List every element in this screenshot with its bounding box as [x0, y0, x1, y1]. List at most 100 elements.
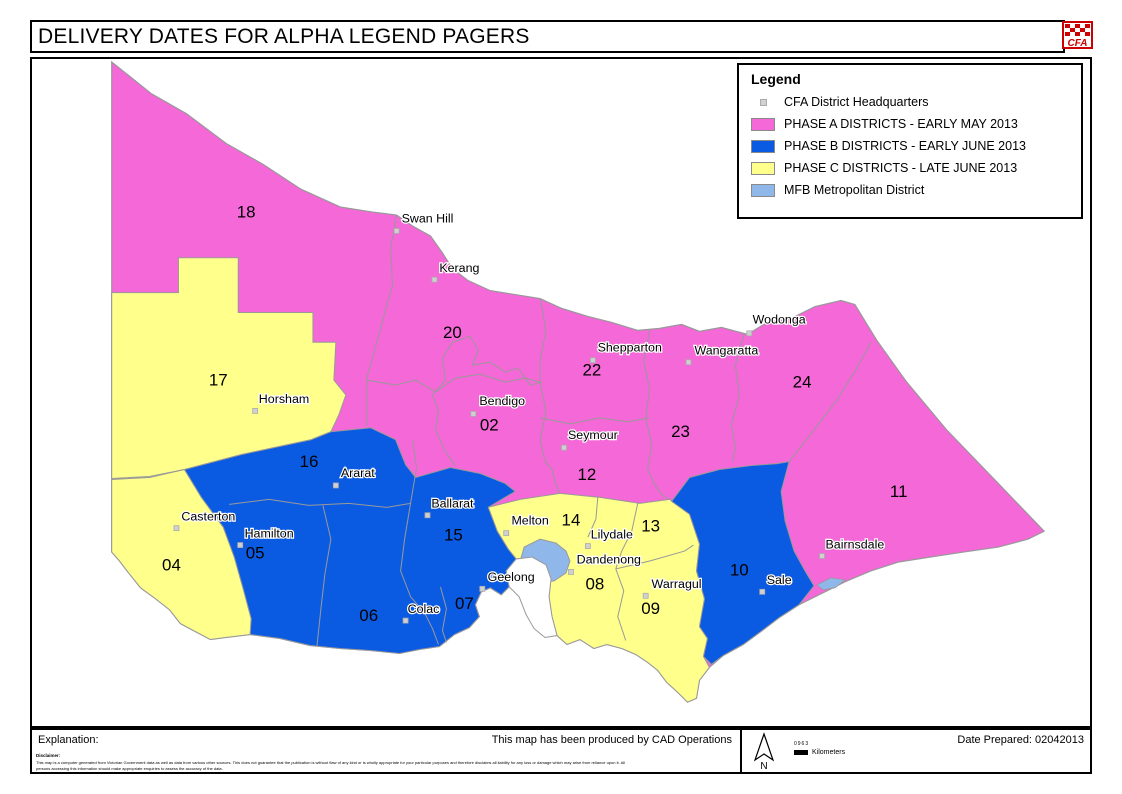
town-label-dandenong: Dandenong — [577, 552, 641, 566]
legend-items: CFA District Headquarters PHASE A DISTRIC… — [751, 91, 1071, 201]
north-arrow-icon: N — [753, 732, 775, 772]
border-17-04 — [111, 469, 185, 479]
western-blue-region — [183, 427, 517, 654]
hq-dot-hamilton — [237, 542, 244, 548]
legend-item-label: CFA District Headquarters — [784, 95, 929, 109]
town-label-swan-hill: Swan Hill — [402, 211, 454, 225]
district-number-20: 20 — [443, 323, 462, 342]
town-label-hamilton: Hamilton — [245, 526, 294, 540]
footer-bar: Explanation: This map has been produced … — [30, 728, 1092, 774]
town-label-casterton: Casterton — [181, 510, 235, 524]
town-label-bairnsdale: Bairnsdale — [826, 537, 885, 551]
explanation-label: Explanation: — [38, 734, 99, 746]
hq-dot-ararat — [332, 482, 339, 489]
town-label-horsham: Horsham — [259, 392, 309, 406]
district-number-18: 18 — [237, 203, 256, 222]
legend-item: PHASE C DISTRICTS - LATE JUNE 2013 — [751, 157, 1071, 179]
hq-dot-shepparton — [589, 357, 596, 364]
border-13-08 — [615, 503, 639, 570]
border-22-23 — [643, 330, 651, 418]
town-label-ararat: Ararat — [341, 466, 375, 480]
legend-hq-dot-icon — [760, 98, 767, 106]
hq-dot-colac — [402, 617, 409, 624]
border-16-15 — [410, 439, 418, 504]
page-title: DELIVERY DATES FOR ALPHA LEGEND PAGERS — [38, 24, 530, 48]
gippsland-lakes — [816, 577, 846, 591]
border-02-outline — [431, 335, 543, 466]
border-05-06 — [316, 505, 332, 647]
hq-dot-geelong — [479, 585, 486, 592]
district-number-09: 09 — [641, 599, 660, 618]
border-13-09 — [615, 544, 694, 570]
legend-swatch-icon — [751, 139, 775, 153]
legend-item: CFA District Headquarters — [751, 91, 1071, 113]
town-label-kerang: Kerang — [439, 261, 479, 275]
town-label-melton: Melton — [511, 514, 548, 528]
victoria-district-map: Swan Hill Kerang Wodonga Shepparton Wangarat… — [111, 60, 1046, 703]
district-numbers-layer: 18 20 17 22 23 24 02 12 16 11 15 14 13 04 05 08 10 09 06 07 — [162, 203, 907, 626]
date-prepared: Date Prepared: 02042013 — [957, 734, 1084, 746]
legend-item: PHASE A DISTRICTS - EARLY MAY 2013 — [751, 113, 1071, 135]
disclaimer-title: Disclaimer: — [36, 753, 61, 758]
hq-dots-layer — [173, 228, 825, 624]
town-label-colac: Colac — [408, 602, 440, 616]
town-label-bendigo: Bendigo — [479, 394, 525, 408]
town-label-seymour: Seymour — [568, 428, 618, 442]
hq-dot-casterton — [173, 525, 180, 532]
district-number-22: 22 — [582, 361, 601, 380]
town-label-shepparton: Shepparton — [598, 341, 662, 355]
hq-dot-kerang — [431, 276, 438, 283]
district-number-14: 14 — [562, 511, 581, 530]
legend-item: PHASE B DISTRICTS - EARLY JUNE 2013 — [751, 135, 1071, 157]
cfa-logo: CFA — [1062, 21, 1093, 49]
border-05-16 — [229, 498, 411, 508]
town-label-geelong: Geelong — [488, 570, 535, 584]
disclaimer-block: Disclaimer: This map is a computer gener… — [36, 753, 726, 772]
border-24-11 — [788, 342, 872, 462]
border-14-13 — [587, 496, 599, 538]
hq-dot-warragul — [642, 592, 649, 599]
legend-swatch-icon — [751, 117, 775, 131]
hq-dot-lilydale — [585, 543, 591, 549]
border-08-09 — [615, 568, 627, 641]
hq-dot-horsham — [252, 408, 259, 414]
border-15-06 — [400, 503, 439, 645]
district-10-region — [670, 460, 815, 666]
north-label: N — [760, 761, 767, 770]
legend-swatch-icon — [751, 183, 775, 197]
footer-right-cell: N 0963 Kilometers Date Prepared: 0204201… — [742, 730, 1090, 772]
legend-title: Legend — [751, 71, 801, 87]
town-labels-layer: Swan Hill Kerang Wodonga Shepparton Wangarat… — [180, 210, 885, 617]
district-number-24: 24 — [793, 373, 812, 392]
district-number-12: 12 — [577, 465, 596, 484]
border-06-07 — [439, 586, 447, 643]
map-frame: Swan Hill Kerang Wodonga Shepparton Wangarat… — [30, 57, 1092, 728]
hq-dot-swan-hill — [393, 228, 400, 234]
produced-by-text: This map has been produced by CAD Operat… — [491, 734, 732, 746]
scale-bar-segment — [794, 750, 808, 755]
scale-units: Kilometers — [812, 749, 846, 756]
town-label-warragul: Warragul — [652, 577, 702, 591]
town-label-wodonga: Wodonga — [753, 313, 806, 327]
district-number-02: 02 — [480, 415, 499, 434]
border-20-02 — [366, 373, 541, 393]
district-number-17: 17 — [209, 371, 228, 390]
hq-dot-bendigo — [470, 410, 477, 417]
district-number-04: 04 — [162, 555, 181, 574]
hq-dot-sale — [759, 588, 766, 595]
district-number-10: 10 — [730, 560, 749, 579]
district-number-11: 11 — [890, 482, 908, 501]
north-arrow: N — [752, 732, 776, 775]
town-label-sale: Sale — [767, 573, 792, 587]
border-20-22 — [539, 298, 561, 494]
hq-dot-wangaratta — [685, 359, 692, 366]
cfa-logo-text: CFA — [1068, 38, 1088, 49]
hq-dot-bairnsdale — [819, 553, 825, 559]
district-number-07: 07 — [455, 594, 474, 613]
district-number-06: 06 — [359, 606, 378, 625]
district-number-23: 23 — [671, 422, 690, 441]
legend-item: MFB Metropolitan District — [751, 179, 1071, 201]
scale-numbers: 0963 — [794, 741, 810, 747]
hq-dot-dandenong — [568, 569, 574, 575]
